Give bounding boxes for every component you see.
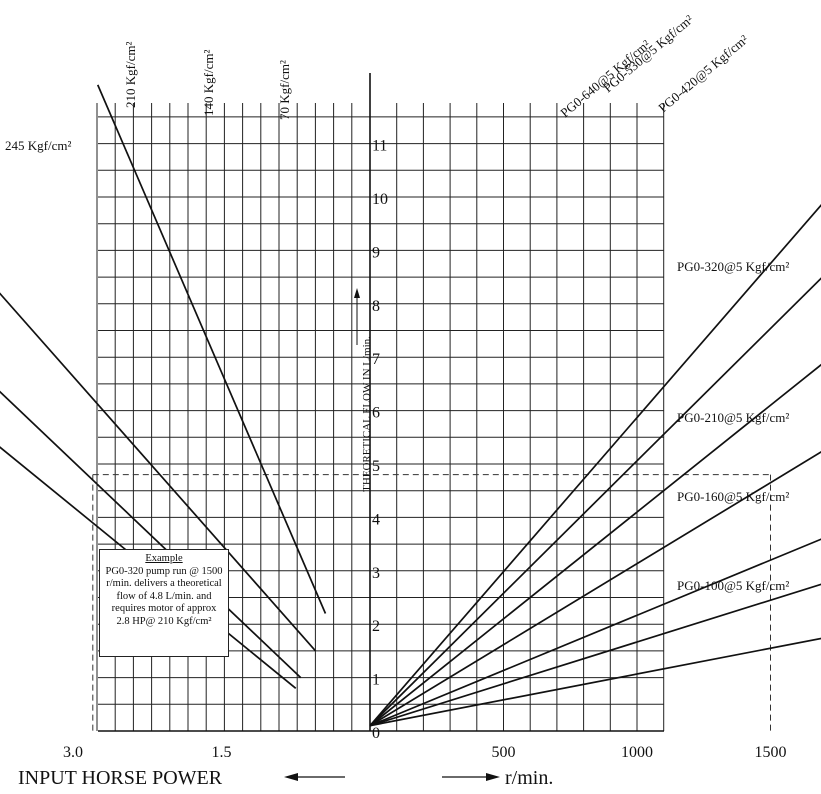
y-tick-label: 1 xyxy=(372,672,380,689)
series-label-pump: PG0-100@5 Kgf/cm² xyxy=(677,578,789,593)
hp-arrow-head xyxy=(284,773,298,781)
series-line-pump xyxy=(369,203,821,727)
y-tick-label: 7 xyxy=(372,351,380,368)
y-tick-label: 5 xyxy=(372,458,380,475)
series-line-pump xyxy=(369,451,821,727)
series-line-pressure xyxy=(0,292,317,652)
series-line-pump xyxy=(369,363,821,727)
y-tick-label: 6 xyxy=(372,405,380,422)
y-tick-label: 0 xyxy=(372,725,380,742)
y-tick-label: 10 xyxy=(372,191,388,208)
y-axis-label: THEORETICAL FLOW IN L/min. xyxy=(361,336,373,492)
tick-labels: 012345678910117.56.04.53.01.550010001500… xyxy=(63,138,787,761)
rpm-tick-label: 1500 xyxy=(755,744,787,761)
example-title: Example xyxy=(145,553,183,564)
series-label-pressure: 70 Kgf/cm² xyxy=(277,60,292,120)
right-axis-label: r/min. xyxy=(505,767,553,789)
series-line-pump xyxy=(369,277,821,727)
y-tick-label: 4 xyxy=(372,511,380,528)
series-label-pump: PG0-320@5 Kgf/cm² xyxy=(677,259,789,274)
series-label-pump: PG0-210@5 Kgf/cm² xyxy=(677,410,789,425)
y-tick-label: 8 xyxy=(372,298,380,315)
hp-tick-label: 1.5 xyxy=(212,744,232,761)
flow-arrow-head xyxy=(354,288,360,298)
hp-tick-label: 3.0 xyxy=(63,744,83,761)
rpm-tick-label: 500 xyxy=(492,744,516,761)
axis-labels: THEORETICAL FLOW IN L/min. INPUT HORSE P… xyxy=(18,336,553,789)
series-line-pump xyxy=(369,538,821,727)
y-tick-label: 9 xyxy=(372,244,380,261)
y-tick-label: 11 xyxy=(372,138,387,155)
example-box: Example PG0-320 pump run @ 1500 r/min. d… xyxy=(99,549,229,657)
series-label-pump: PG0-640@5 Kgf/cm² xyxy=(557,37,653,121)
series-label-pressure: 245 Kgf/cm² xyxy=(5,138,71,153)
rpm-arrow-head xyxy=(486,773,500,781)
series-label-pump: PG0-160@5 Kgf/cm² xyxy=(677,489,789,504)
series-line-pressure xyxy=(96,84,327,614)
example-guide-lines xyxy=(92,474,771,731)
example-text: PG0-320 pump run @ 1500 r/min. delivers … xyxy=(105,565,223,627)
series-line-pump xyxy=(369,637,821,727)
y-tick-label: 2 xyxy=(372,618,380,635)
rpm-tick-label: 1000 xyxy=(621,744,653,761)
series-line-pump xyxy=(369,583,821,727)
y-tick-label: 3 xyxy=(372,565,380,582)
series-label-pressure: 210 Kgf/cm² xyxy=(123,42,138,108)
left-axis-label: INPUT HORSE POWER xyxy=(18,767,223,789)
axis-arrows xyxy=(284,288,500,781)
series-label-pressure: 140 Kgf/cm² xyxy=(201,50,216,116)
